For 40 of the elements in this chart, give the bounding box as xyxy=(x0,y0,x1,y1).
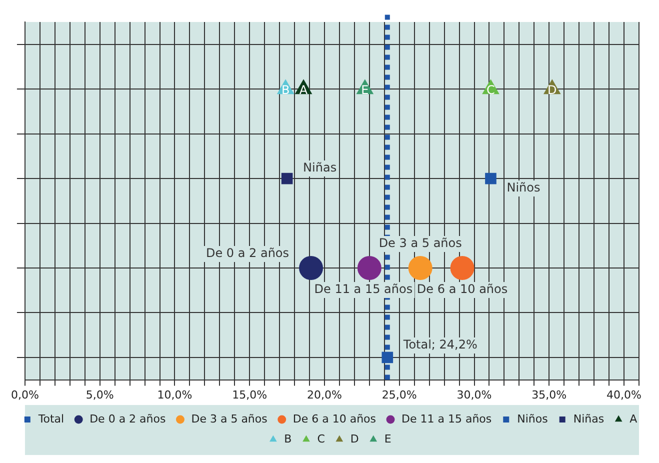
x-tick-label: 20,0% xyxy=(307,388,342,402)
x-tick-label: 15,0% xyxy=(232,388,268,402)
point xyxy=(485,172,496,184)
legend-label: Total xyxy=(37,412,64,426)
point xyxy=(382,352,394,364)
point xyxy=(357,256,382,280)
text: De 3 a 5 años xyxy=(378,236,462,250)
text: De 11 a 15 años xyxy=(314,282,413,296)
annotation: Total; 24,2% xyxy=(402,338,478,352)
point xyxy=(408,256,432,280)
x-tick-label: 35,0% xyxy=(532,388,567,402)
text: C xyxy=(486,83,495,98)
text: B xyxy=(281,83,290,98)
legend-label: B xyxy=(284,432,292,446)
legend-label: A xyxy=(630,412,638,426)
text: De 0 a 2 años xyxy=(206,246,290,260)
text: De 6 a 10 años xyxy=(416,282,508,296)
legend-label: E xyxy=(384,432,392,446)
legend-label: De 3 a 5 años xyxy=(191,412,268,426)
legend-label: De 0 a 2 años xyxy=(90,412,166,426)
point xyxy=(299,256,324,280)
x-tick-label: 5,0% xyxy=(86,388,114,402)
point xyxy=(450,256,474,280)
text: Niñas xyxy=(303,160,337,175)
legend-label: De 11 a 15 años xyxy=(401,412,492,426)
legend-label: C xyxy=(317,432,326,446)
legend-label: D xyxy=(350,432,359,446)
legend-label: Niñas xyxy=(573,412,604,426)
text: A xyxy=(299,83,308,98)
legend-label: De 6 a 10 años xyxy=(292,412,376,426)
point xyxy=(281,172,293,184)
x-tick-label: 0,0% xyxy=(10,388,39,402)
x-tick-label: 25,0% xyxy=(382,388,417,402)
x-tick-label: 30,0% xyxy=(456,388,492,402)
legend-label: Niños xyxy=(517,412,548,426)
x-tick-label: 10,0% xyxy=(157,388,192,402)
text: D xyxy=(548,83,557,98)
text: Niños xyxy=(506,180,540,195)
text: E xyxy=(361,83,369,98)
x-tick-label: 40,0% xyxy=(606,388,642,402)
